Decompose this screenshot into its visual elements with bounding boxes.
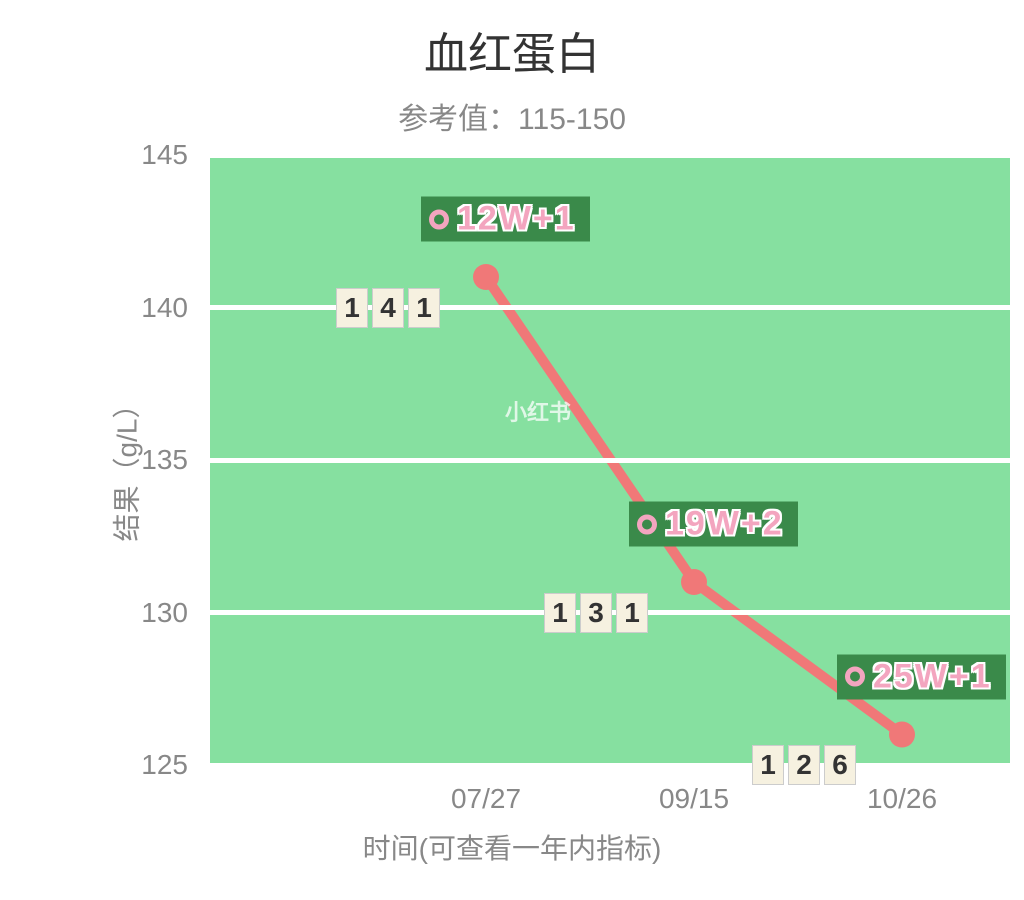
value-digit: 1: [616, 593, 648, 633]
bullet-icon: [637, 514, 657, 534]
x-axis-title: 时间(可查看一年内指标): [0, 827, 1024, 867]
x-tick-label: 09/15: [659, 783, 729, 815]
value-display: 141: [336, 288, 440, 328]
value-display: 126: [752, 745, 856, 785]
y-tick-label: 130: [141, 597, 188, 629]
value-digit: 1: [336, 288, 368, 328]
week-annotation-text: 12W+1: [457, 200, 576, 239]
gridline: [210, 458, 1010, 463]
value-digit: 3: [580, 593, 612, 633]
y-axis-title: 结果（g/L）: [105, 391, 145, 542]
data-point-marker[interactable]: [473, 264, 499, 290]
value-digit: 1: [408, 288, 440, 328]
gridline: [210, 153, 1010, 158]
y-tick-label: 145: [141, 139, 188, 171]
y-tick-label: 140: [141, 292, 188, 324]
value-digit: 1: [752, 745, 784, 785]
value-digit: 2: [788, 745, 820, 785]
chart-container: 血红蛋白 参考值：115-150 125130135140145 07/2709…: [0, 0, 1024, 900]
value-digit: 6: [824, 745, 856, 785]
bullet-icon: [429, 209, 449, 229]
week-annotation-text: 19W+2: [665, 505, 784, 544]
y-tick-label: 135: [141, 444, 188, 476]
value-digit: 4: [372, 288, 404, 328]
y-tick-label: 125: [141, 749, 188, 781]
week-annotation: 25W+1: [837, 654, 1006, 699]
x-tick-label: 10/26: [867, 783, 937, 815]
chart-area: 125130135140145 07/2709/1510/26 结果（g/L） …: [0, 130, 1024, 900]
x-tick-label: 07/27: [451, 783, 521, 815]
week-annotation: 19W+2: [629, 502, 798, 547]
value-display: 131: [544, 593, 648, 633]
data-point-marker[interactable]: [889, 722, 915, 748]
bullet-icon: [845, 667, 865, 687]
week-annotation: 12W+1: [421, 197, 590, 242]
week-annotation-text: 25W+1: [873, 657, 992, 696]
gridline: [210, 305, 1010, 310]
watermark: 小红书: [505, 395, 571, 427]
gridline: [210, 763, 1010, 768]
chart-title: 血红蛋白: [0, 0, 1024, 82]
data-point-marker[interactable]: [681, 569, 707, 595]
value-digit: 1: [544, 593, 576, 633]
